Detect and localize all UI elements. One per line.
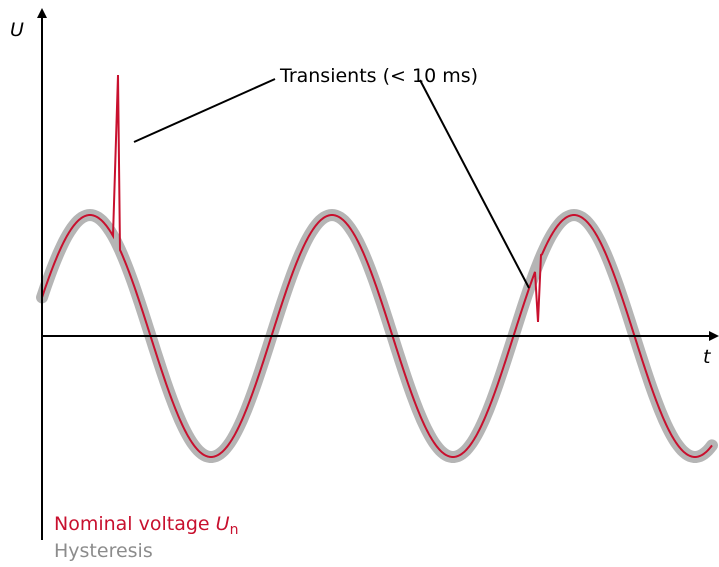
legend-hysteresis: Hysteresis <box>54 540 153 562</box>
annotation-leader <box>133 78 276 143</box>
legend-subscript: n <box>230 522 239 538</box>
annotation-leader <box>419 79 530 289</box>
x-axis-label: t <box>703 346 712 368</box>
legend-nominal: Nominal voltage Un <box>54 513 238 538</box>
nominal-voltage-curve <box>41 74 713 458</box>
legend-text: Nominal voltage <box>54 513 210 535</box>
annotation: Transients (< 10 ms) <box>279 65 478 87</box>
legend-symbol: U <box>216 513 230 535</box>
y-axis-label: U <box>10 19 24 41</box>
